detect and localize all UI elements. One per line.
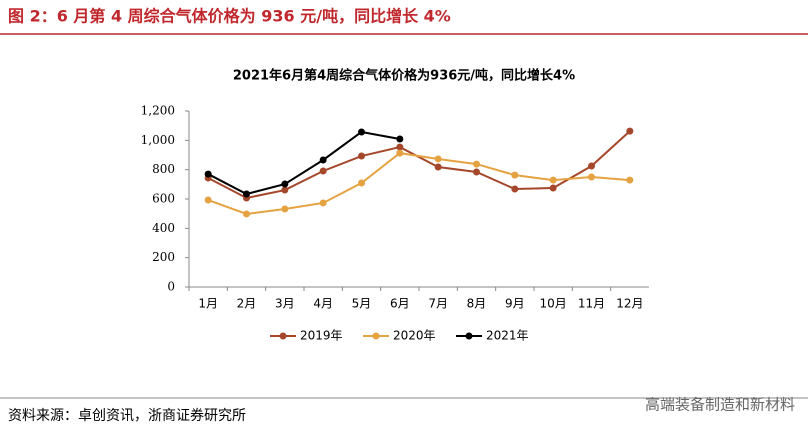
x-tick-label: 1月 [198,297,218,311]
data-point [588,162,595,170]
figure-title: 图 2：6 月第 4 周综合气体价格为 936 元/吨，同比增长 4% [8,7,451,26]
x-tick-label: 7月 [428,297,448,311]
data-point [588,173,595,181]
data-point [204,170,212,178]
data-point [511,171,519,179]
x-tick-label: 12月 [616,297,643,311]
x-tick-label: 3月 [275,297,295,311]
x-tick-label: 10月 [540,297,567,311]
y-tick-label: 0 [167,280,175,294]
legend-marker [372,332,380,340]
x-tick-label: 9月 [505,297,525,311]
x-tick-label: 5月 [352,297,372,311]
data-point [396,149,404,157]
y-tick-label: 200 [152,250,175,264]
data-point [281,186,289,194]
legend-label: 2021年 [486,329,529,343]
data-point [243,190,250,198]
x-tick-label: 8月 [467,297,487,311]
data-point [281,180,289,188]
x-tick-label: 4月 [313,297,333,311]
data-point [549,176,557,184]
data-point [319,167,327,175]
y-tick-label: 1,000 [141,133,175,147]
data-point [319,156,327,164]
series-line [207,130,401,196]
data-point [473,168,480,176]
y-tick-label: 1,200 [141,104,175,118]
y-tick-label: 600 [152,192,175,206]
data-point [358,128,365,136]
data-point [319,199,327,207]
data-point [396,143,404,151]
legend-marker [465,332,473,340]
x-tick-label: 11月 [578,297,605,311]
series-line [207,152,630,215]
x-tick-label: 6月 [390,297,410,311]
series-line [207,130,631,200]
data-point [243,210,250,218]
legend-label: 2020年 [393,329,436,343]
x-tick-label: 2月 [237,297,257,311]
data-point [626,127,634,135]
data-point [358,152,365,160]
legend-marker [279,332,287,340]
y-tick-label: 400 [152,221,175,235]
data-point [626,176,634,184]
chart-title: 2021年6月第4周综合气体价格为936元/吨，同比增长4% [233,68,575,84]
data-point [281,205,289,213]
y-tick-label: 800 [152,162,175,176]
watermark: 高端装备制造和新材料 [645,396,795,414]
source: 资料来源：卓创资讯，浙商证券研究所 [8,408,246,424]
data-point [511,185,519,193]
data-point [396,135,404,143]
data-point [358,179,365,187]
data-point [473,160,480,168]
data-point [434,163,442,171]
data-point [549,184,557,192]
legend-label: 2019年 [300,329,343,343]
data-point [434,155,442,163]
data-point [204,196,212,204]
